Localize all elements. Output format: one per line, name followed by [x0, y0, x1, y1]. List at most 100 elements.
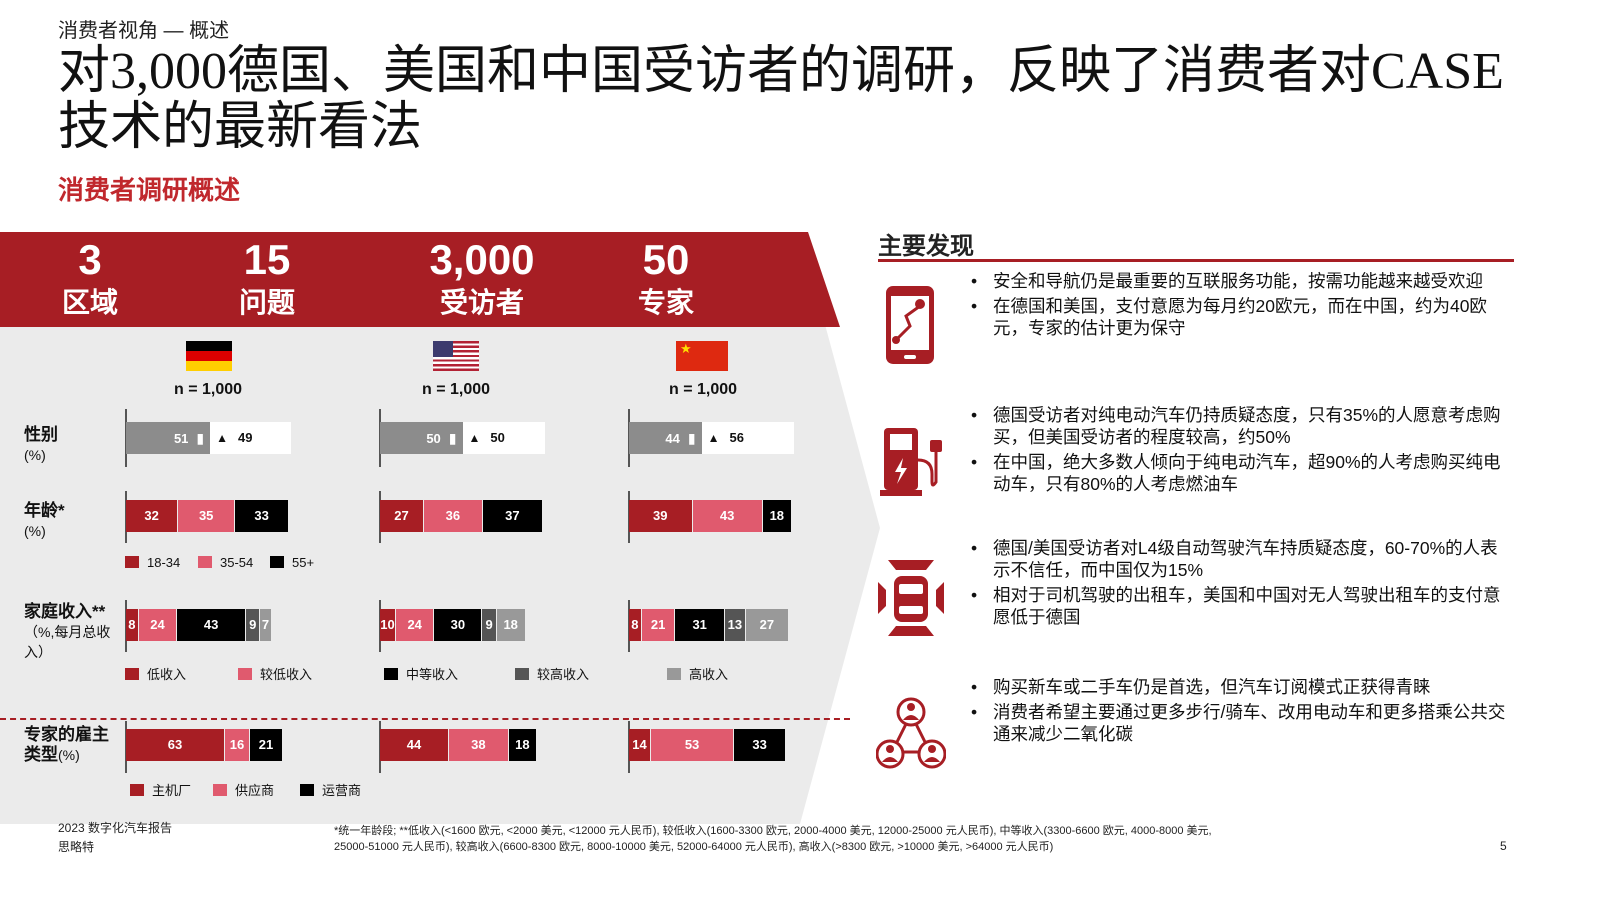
legend-item: 较高收入 — [515, 664, 589, 683]
legend-item: 供应商 — [213, 780, 274, 799]
male-segment: 50 ▮ — [380, 422, 463, 454]
row-label-income: 家庭收入** （%,每月总收入） — [24, 602, 111, 660]
bar-segment: 9 — [246, 609, 260, 641]
bar-segment: 18 — [762, 500, 791, 532]
legend-item: 较低收入 — [238, 664, 312, 683]
stat-label: 专家 — [637, 287, 694, 318]
sample-size-germany: n = 1,000 — [173, 381, 243, 398]
bar-segment: 10 — [380, 609, 395, 641]
finding-bullet: 相对于司机驾驶的出租车，美国和中国对无人驾驶出租车的支付意愿低于德国 — [968, 584, 1513, 628]
legend-label: 较高收入 — [537, 667, 590, 682]
row-label-gender: 性别 (%) — [24, 425, 58, 463]
female-segment: ▲ 56 — [701, 422, 794, 454]
stat-respondents: 3,000 受访者 — [392, 232, 572, 320]
male-segment: 44 ▮ — [629, 422, 702, 454]
bar-segment: 18 — [508, 729, 536, 761]
page-subtitle: 消费者调研概述 — [58, 175, 241, 205]
bar-segment: 33 — [734, 729, 785, 761]
stat-number: 3,000 — [429, 236, 535, 283]
bar-segment: 16 — [224, 729, 250, 761]
bar-segment: 14 — [629, 729, 650, 761]
female-value: 50 — [490, 430, 505, 445]
female-person-icon: ▲ — [216, 431, 229, 445]
stats-banner — [0, 232, 840, 327]
stat-label: 问题 — [238, 287, 295, 318]
finding-bullet: 德国/美国受访者对L4级自动驾驶汽车持质疑态度，60-70%的人表示不信任，而中… — [968, 537, 1513, 581]
bar-segment: 53 — [650, 729, 734, 761]
finding-bullet: 在德国和美国，支付意愿为每月约20欧元，而在中国，约为40欧元，专家的估计更为保… — [968, 295, 1513, 339]
ev-charger-icon — [880, 428, 942, 496]
male-person-icon: ▮ — [448, 430, 457, 446]
bar-segment: 27 — [745, 609, 788, 641]
legend-label: 较低收入 — [260, 667, 313, 682]
legend-swatch — [238, 668, 252, 680]
bar-segment: 33 — [235, 500, 288, 532]
china-flag-icon — [676, 341, 728, 371]
bar-segment: 21 — [250, 729, 282, 761]
row-label-employer: 专家的雇主类型(%) — [24, 725, 109, 764]
legend-item: 高收入 — [667, 664, 728, 683]
footer-source: 2023 数字化汽车报告 思略特 — [58, 819, 172, 857]
bar-segment: 43 — [692, 500, 762, 532]
bar-segment: 21 — [641, 609, 675, 641]
stat-number: 15 — [243, 236, 291, 283]
legend-item: 主机厂 — [130, 780, 191, 799]
legend-swatch — [125, 556, 139, 568]
male-value: 44 — [665, 431, 680, 446]
female-value: 49 — [238, 430, 253, 445]
usa-flag-icon — [433, 341, 479, 371]
legend-label: 高收入 — [689, 667, 729, 682]
female-segment: ▲ 49 — [210, 422, 291, 454]
page-title: 对3,000德国、美国和中国受访者的调研，反映了消费者对CASE技术的最新看法 — [58, 43, 1504, 156]
stat-regions: 3 区域 — [0, 232, 180, 320]
bar-segment: 39 — [629, 500, 692, 532]
finding-autonomous: 德国/美国受访者对L4级自动驾驶汽车持质疑态度，60-70%的人表示不信任，而中… — [968, 537, 1513, 631]
key-findings-title: 主要发现 — [878, 233, 974, 260]
footer-company: 思略特 — [58, 840, 95, 854]
bar-segment: 36 — [424, 500, 482, 532]
legend-item: 18-34 — [125, 555, 180, 570]
page-number: 5 — [1500, 839, 1507, 853]
legend-swatch — [667, 668, 681, 680]
bar-segment: 44 — [380, 729, 449, 761]
bar-segment: 35 — [178, 500, 235, 532]
legend-item: 低收入 — [125, 664, 186, 683]
footer-report: 2023 数字化汽车报告 — [58, 821, 173, 835]
male-person-icon: ▮ — [687, 430, 696, 446]
autonomous-car-icon — [878, 560, 944, 636]
stat-label: 区域 — [61, 287, 118, 318]
stat-number: 3 — [78, 236, 102, 283]
finding-connectivity: 安全和导航仍是最重要的互联服务功能，按需功能越来越受欢迎 在德国和美国，支付意愿… — [968, 270, 1513, 342]
bar-segment: 9 — [482, 609, 496, 641]
legend-swatch — [384, 668, 398, 680]
legend-label: 中等收入 — [406, 667, 459, 682]
section-divider — [0, 718, 850, 720]
stat-number: 50 — [642, 236, 690, 283]
finding-bullet: 德国受访者对纯电动汽车仍持质疑态度，只有35%的人愿意考虑购买，但美国受访者的程… — [968, 404, 1513, 448]
bar-segment: 30 — [434, 609, 482, 641]
female-person-icon: ▲ — [707, 431, 720, 445]
bar-segment: 18 — [496, 609, 525, 641]
female-person-icon: ▲ — [468, 431, 481, 445]
legend-label: 35-54 — [220, 555, 254, 570]
bar-segment: 38 — [449, 729, 508, 761]
legend-swatch — [213, 784, 227, 796]
male-value: 51 — [173, 431, 189, 446]
germany-flag-icon — [186, 341, 232, 371]
finding-bullet: 在中国，绝大多数人倾向于纯电动汽车，超90%的人考虑购买纯电动车，只有80%的人… — [968, 451, 1513, 495]
legend-swatch — [300, 784, 314, 796]
sample-size-usa: n = 1,000 — [421, 381, 491, 398]
legend-item: 55+ — [270, 555, 314, 570]
legend-item: 运营商 — [300, 780, 361, 799]
legend-label: 供应商 — [235, 783, 275, 798]
legend-item: 中等收入 — [384, 664, 458, 683]
bar-segment: 8 — [629, 609, 641, 641]
stat-label: 受访者 — [439, 287, 524, 318]
finding-bullet: 消费者希望主要通过更多步行/骑车、改用电动车和更多搭乘公共交通来减少二氧化碳 — [968, 701, 1513, 745]
people-network-icon — [876, 697, 946, 769]
finding-shared-mobility: 购买新车或二手车仍是首选，但汽车订阅模式正获得青睐 消费者希望主要通过更多步行/… — [968, 676, 1513, 748]
finding-bullet: 安全和导航仍是最重要的互联服务功能，按需功能越来越受欢迎 — [968, 270, 1513, 292]
bar-segment: 31 — [675, 609, 724, 641]
bar-segment: 7 — [260, 609, 271, 641]
finding-electrification: 德国受访者对纯电动汽车仍持质疑态度，只有35%的人愿意考虑购买，但美国受访者的程… — [968, 404, 1513, 498]
